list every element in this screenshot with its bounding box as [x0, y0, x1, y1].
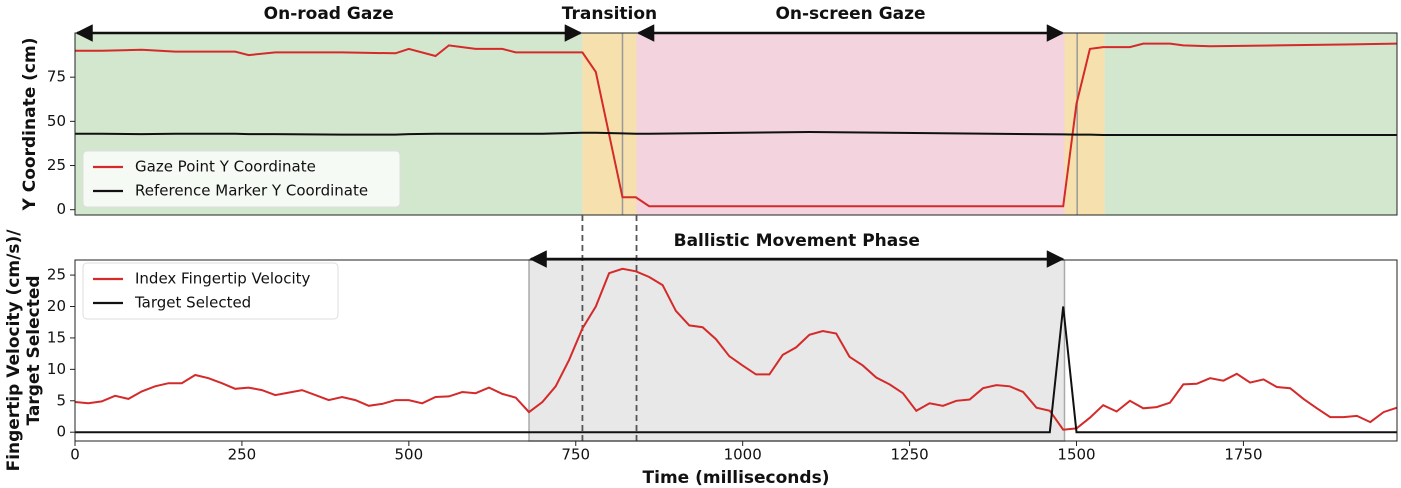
- y-axis-label: Fingertip Velocity (cm/s)/: [4, 229, 24, 472]
- region: [1104, 33, 1397, 215]
- x-tick-label: 1250: [891, 446, 929, 464]
- y-tick-label: 0: [56, 200, 66, 218]
- y-tick-label: 25: [47, 266, 66, 284]
- region: [1064, 33, 1105, 215]
- legend-label: Gaze Point Y Coordinate: [135, 158, 316, 176]
- x-tick-label: 500: [395, 446, 424, 464]
- x-tick-label: 1750: [1224, 446, 1262, 464]
- data-line: [75, 130, 1397, 136]
- data-line: [75, 306, 1397, 434]
- y-tick-label: 20: [47, 297, 66, 315]
- annotation: Ballistic Movement Phase: [674, 231, 920, 251]
- x-tick-label: 250: [228, 446, 257, 464]
- x-tick-label: 0: [70, 446, 80, 464]
- data-line: [74, 267, 1398, 431]
- region: [528, 259, 1066, 442]
- y-axis-label: Target Selected: [24, 275, 44, 425]
- region: [636, 33, 1065, 215]
- x-tick-label: 1000: [724, 446, 762, 464]
- legend-box: [82, 262, 339, 320]
- y-tick-label: 15: [47, 328, 66, 346]
- annotation: On-road Gaze: [264, 4, 394, 24]
- x-tick-label: 1500: [1057, 446, 1095, 464]
- y-axis-label: Y Coordinate (cm): [20, 38, 40, 212]
- legend-label: Reference Marker Y Coordinate: [135, 182, 368, 200]
- y-tick-label: 0: [56, 423, 66, 441]
- region: [582, 33, 637, 215]
- y-tick-label: 50: [47, 112, 66, 130]
- y-tick-label: 10: [47, 360, 66, 378]
- x-axis-label: Time (milliseconds): [643, 468, 830, 488]
- y-tick-label: 25: [47, 156, 66, 174]
- legend-label: Index Fingertip Velocity: [135, 270, 310, 288]
- y-tick-label: 75: [47, 68, 66, 86]
- annotation: Transition: [562, 4, 657, 24]
- y-tick-label: 5: [56, 391, 66, 409]
- legend-box: [82, 150, 401, 208]
- data-line: [75, 42, 1398, 208]
- legend-label: Target Selected: [134, 294, 251, 312]
- annotation: On-screen Gaze: [775, 4, 925, 24]
- x-tick-label: 750: [561, 446, 590, 464]
